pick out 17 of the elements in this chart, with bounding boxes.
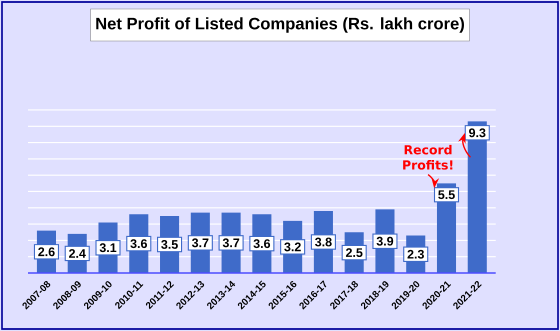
data-label: 2.4 (69, 249, 86, 258)
data-label: 2.3 (408, 250, 424, 259)
data-label: 3.2 (284, 242, 301, 252)
data-label: 3.8 (315, 238, 332, 246)
data-label: 2.5 (346, 248, 362, 258)
data-label: 2.6 (38, 247, 55, 256)
data-label: 9.3 (469, 128, 486, 138)
data-label: 3.7 (222, 238, 240, 248)
data-label: 3.7 (192, 238, 208, 248)
data-label: 3.6 (253, 239, 270, 248)
annotation: Record Profits! (403, 144, 452, 170)
data-label: 3.1 (100, 243, 116, 252)
data-label: 3.6 (130, 239, 147, 248)
data-label: 3.5 (161, 240, 178, 249)
data-label: 5.5 (438, 190, 455, 200)
data-label: 3.9 (376, 236, 394, 246)
chart-title: Net Profit of Listed Companies (Rs. lakh crore) (96, 17, 464, 33)
